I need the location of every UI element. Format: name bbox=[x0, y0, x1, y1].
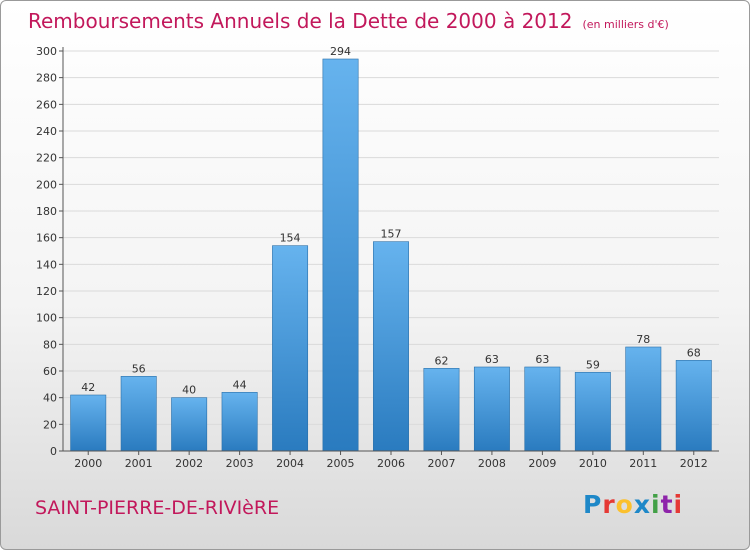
logo-letter: t bbox=[660, 490, 674, 519]
bar-value-label: 294 bbox=[330, 45, 351, 58]
bar-2012 bbox=[675, 360, 712, 452]
logo-letter: r bbox=[602, 490, 616, 519]
bar-value-label: 59 bbox=[586, 358, 600, 371]
y-axis: 0 20 40 60 80 100 120 140 160 180 200 220 240 260 280 3… bbox=[36, 45, 64, 458]
x-tick-label: 2000 bbox=[74, 457, 102, 470]
y-tick-label: 40 bbox=[43, 392, 57, 405]
bar-2003 bbox=[221, 392, 258, 452]
y-tick-label: 140 bbox=[36, 258, 57, 271]
y-tick-label: 100 bbox=[36, 312, 57, 325]
y-tick-label: 0 bbox=[50, 445, 57, 458]
y-tick-label: 60 bbox=[43, 365, 57, 378]
bar-2007 bbox=[423, 368, 460, 452]
y-tick-label: 260 bbox=[36, 98, 57, 111]
proxiti-logo: Proxiti bbox=[583, 490, 683, 519]
x-tick-label: 2001 bbox=[125, 457, 153, 470]
x-tick-label: 2002 bbox=[175, 457, 203, 470]
bar-value-label: 63 bbox=[485, 353, 499, 366]
x-tick-label: 2010 bbox=[579, 457, 607, 470]
bar-value-label: 62 bbox=[434, 354, 448, 367]
logo-letter: i bbox=[673, 490, 684, 519]
bar-2008 bbox=[473, 366, 510, 452]
x-tick-label: 2007 bbox=[427, 457, 455, 470]
bar-2004 bbox=[272, 245, 309, 452]
bar-value-label: 44 bbox=[233, 378, 247, 391]
bar-value-label: 68 bbox=[687, 346, 701, 359]
y-tick-label: 120 bbox=[36, 285, 57, 298]
logo-letter: P bbox=[583, 490, 603, 519]
bar-2002 bbox=[171, 397, 208, 452]
bar-value-label: 40 bbox=[182, 384, 196, 397]
bar-value-label: 56 bbox=[132, 362, 146, 375]
bar-2010 bbox=[574, 372, 611, 452]
bar-value-label: 42 bbox=[81, 381, 95, 394]
logo-letter: o bbox=[615, 490, 634, 519]
bar-2006 bbox=[373, 241, 409, 452]
bar-2005 bbox=[322, 58, 359, 452]
x-tick-label: 2011 bbox=[629, 457, 657, 470]
bars: 42 56 40 44 154 294 157 62 63 63 59 78 68 bbox=[70, 45, 712, 452]
x-tick-label: 2005 bbox=[327, 457, 355, 470]
y-tick-label: 20 bbox=[43, 418, 57, 431]
y-tick-label: 240 bbox=[36, 125, 57, 138]
y-tick-label: 160 bbox=[36, 232, 57, 245]
bar-value-label: 154 bbox=[280, 232, 301, 245]
chart-title: Remboursements Annuels de la Dette de 20… bbox=[28, 9, 669, 33]
bar-value-label: 63 bbox=[535, 353, 549, 366]
x-tick-label: 2006 bbox=[377, 457, 405, 470]
town-name: SAINT-PIERRE-DE-RIVIèRE bbox=[35, 497, 280, 519]
y-tick-label: 300 bbox=[36, 45, 57, 58]
x-tick-label: 2003 bbox=[226, 457, 254, 470]
bar-2000 bbox=[70, 394, 107, 452]
title-text: Remboursements Annuels de la Dette de 20… bbox=[28, 9, 573, 33]
bar-value-label: 157 bbox=[381, 228, 402, 241]
y-tick-label: 280 bbox=[36, 72, 57, 85]
logo-letter: i bbox=[651, 490, 661, 519]
bar-value-label: 78 bbox=[636, 333, 650, 346]
x-tick-label: 2009 bbox=[528, 457, 556, 470]
bar-2009 bbox=[524, 366, 561, 452]
y-tick-label: 220 bbox=[36, 152, 57, 165]
x-tick-label: 2012 bbox=[680, 457, 708, 470]
bar-2011 bbox=[625, 346, 662, 452]
x-axis: 2000 2001 2002 2003 2004 2005 2006 2007 2008 2009… bbox=[63, 450, 719, 470]
y-tick-label: 80 bbox=[43, 338, 57, 351]
logo-letter: x bbox=[633, 490, 651, 519]
y-tick-label: 200 bbox=[36, 178, 57, 191]
x-tick-label: 2008 bbox=[478, 457, 506, 470]
bar-2001 bbox=[120, 376, 157, 452]
chart-subtitle: (en milliers d'€) bbox=[582, 18, 669, 31]
y-tick-label: 180 bbox=[36, 205, 57, 218]
x-tick-label: 2004 bbox=[276, 457, 304, 470]
